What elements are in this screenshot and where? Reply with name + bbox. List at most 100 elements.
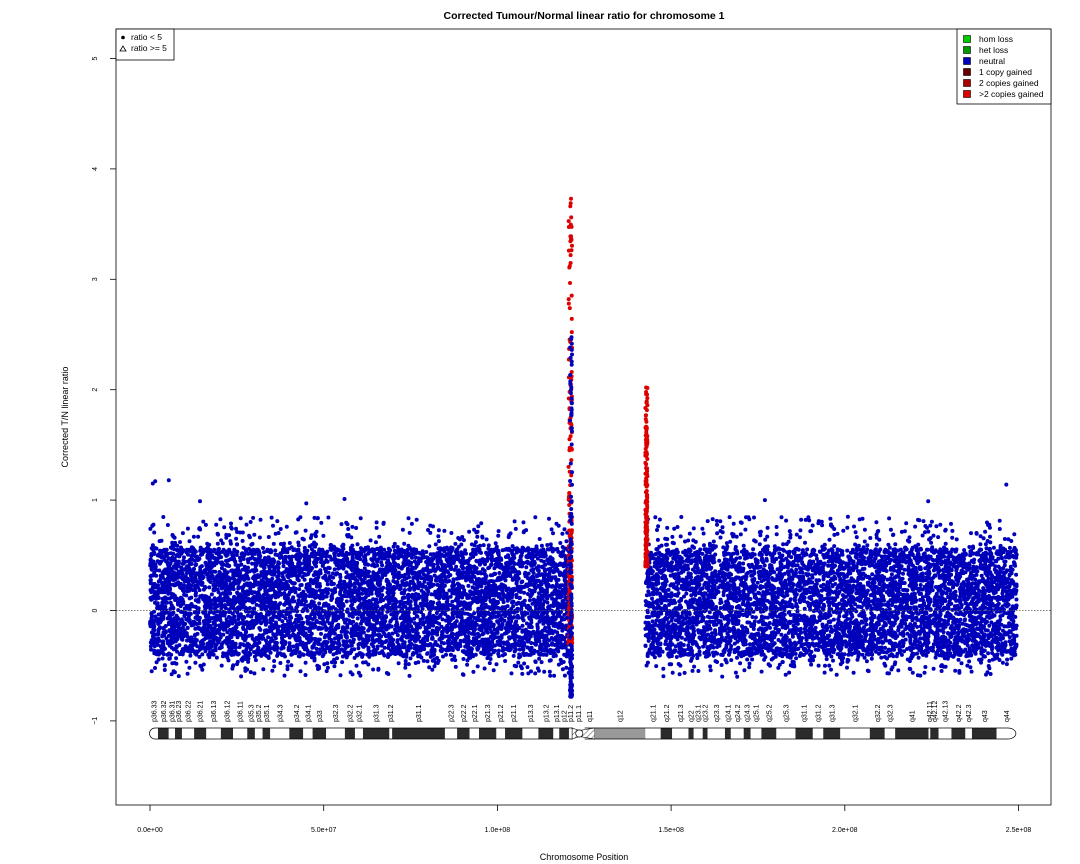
- data-point: [438, 612, 443, 617]
- data-point: [499, 627, 504, 631]
- data-point: [515, 613, 520, 618]
- data-point: [211, 588, 216, 593]
- data-point: [488, 620, 493, 625]
- data-point: [400, 628, 405, 633]
- data-point: [293, 590, 298, 595]
- data-point: [429, 592, 434, 597]
- data-point: [379, 560, 384, 565]
- data-point: [458, 600, 463, 605]
- data-point: [177, 622, 182, 627]
- data-point: [560, 628, 565, 633]
- data-point: [483, 562, 487, 567]
- data-point: [548, 620, 553, 625]
- data-point: [189, 595, 194, 600]
- data-point: [246, 576, 251, 581]
- data-point: [193, 637, 198, 642]
- data-point: [449, 565, 454, 570]
- data-point: [246, 644, 251, 649]
- data-point: [399, 636, 404, 641]
- data-point: [314, 619, 319, 623]
- series-0: [148, 515, 573, 679]
- data-point: [508, 574, 513, 578]
- data-point: [182, 592, 187, 597]
- data-point: [348, 619, 353, 624]
- data-point: [306, 621, 311, 625]
- data-point: [149, 597, 154, 602]
- data-point: [433, 567, 438, 572]
- data-point: [203, 603, 208, 608]
- data-point: [280, 619, 285, 624]
- data-point: [493, 648, 497, 653]
- data-point: [393, 623, 398, 628]
- data-point: [400, 606, 405, 611]
- data-point: [230, 621, 235, 626]
- data-point: [248, 583, 253, 588]
- data-point: [421, 615, 426, 620]
- data-point: [446, 641, 450, 646]
- data-point: [400, 564, 405, 569]
- data-point: [290, 599, 295, 604]
- data-point: [302, 602, 307, 607]
- data-point: [193, 604, 198, 609]
- data-point: [444, 591, 449, 596]
- data-point: [549, 636, 554, 640]
- data-point: [231, 587, 236, 592]
- data-point: [442, 611, 447, 616]
- data-point: [405, 626, 410, 631]
- data-point: [449, 622, 454, 627]
- data-point: [392, 596, 397, 601]
- data-point: [180, 620, 185, 624]
- data-point: [321, 641, 326, 646]
- data-point: [238, 642, 243, 646]
- data-point: [428, 552, 433, 557]
- data-point: [154, 573, 159, 578]
- data-point: [472, 611, 477, 616]
- data-point: [550, 591, 555, 596]
- data-point: [475, 585, 480, 590]
- data-point: [512, 649, 517, 654]
- data-point: [164, 559, 169, 564]
- data-point: [347, 551, 352, 556]
- data-point: [462, 650, 467, 655]
- data-point: [291, 644, 296, 649]
- data-point: [477, 609, 482, 614]
- data-point: [480, 637, 485, 642]
- data-point: [256, 580, 260, 585]
- data-point: [374, 572, 379, 576]
- data-point: [154, 618, 159, 623]
- data-point: [310, 580, 314, 585]
- data-point: [442, 641, 446, 646]
- data-point: [303, 641, 308, 646]
- data-point: [479, 589, 484, 594]
- data-point: [276, 570, 281, 575]
- data-point: [307, 626, 312, 631]
- data-point: [414, 627, 419, 632]
- data-point: [198, 645, 203, 650]
- data-point: [355, 626, 360, 631]
- data-point: [532, 560, 537, 565]
- data-point: [303, 599, 308, 603]
- data-point: [345, 630, 350, 635]
- data-point: [476, 614, 481, 619]
- data-point: [277, 617, 282, 622]
- data-point: [359, 625, 364, 630]
- data-point: [263, 556, 268, 561]
- data-point: [261, 564, 266, 569]
- data-point: [513, 634, 518, 639]
- data-point: [185, 585, 190, 590]
- data-point: [517, 595, 522, 600]
- data-point: [154, 568, 159, 573]
- data-point: [260, 647, 265, 652]
- data-point: [473, 589, 478, 594]
- data-point: [176, 580, 181, 585]
- data-point: [163, 595, 168, 600]
- data-point: [193, 632, 198, 637]
- data-point: [249, 620, 254, 624]
- data-point: [187, 618, 192, 622]
- data-point: [213, 569, 218, 574]
- data-point: [430, 603, 435, 608]
- data-point: [454, 641, 459, 646]
- data-point: [268, 650, 273, 655]
- data-point: [269, 605, 274, 610]
- data-point: [551, 611, 556, 616]
